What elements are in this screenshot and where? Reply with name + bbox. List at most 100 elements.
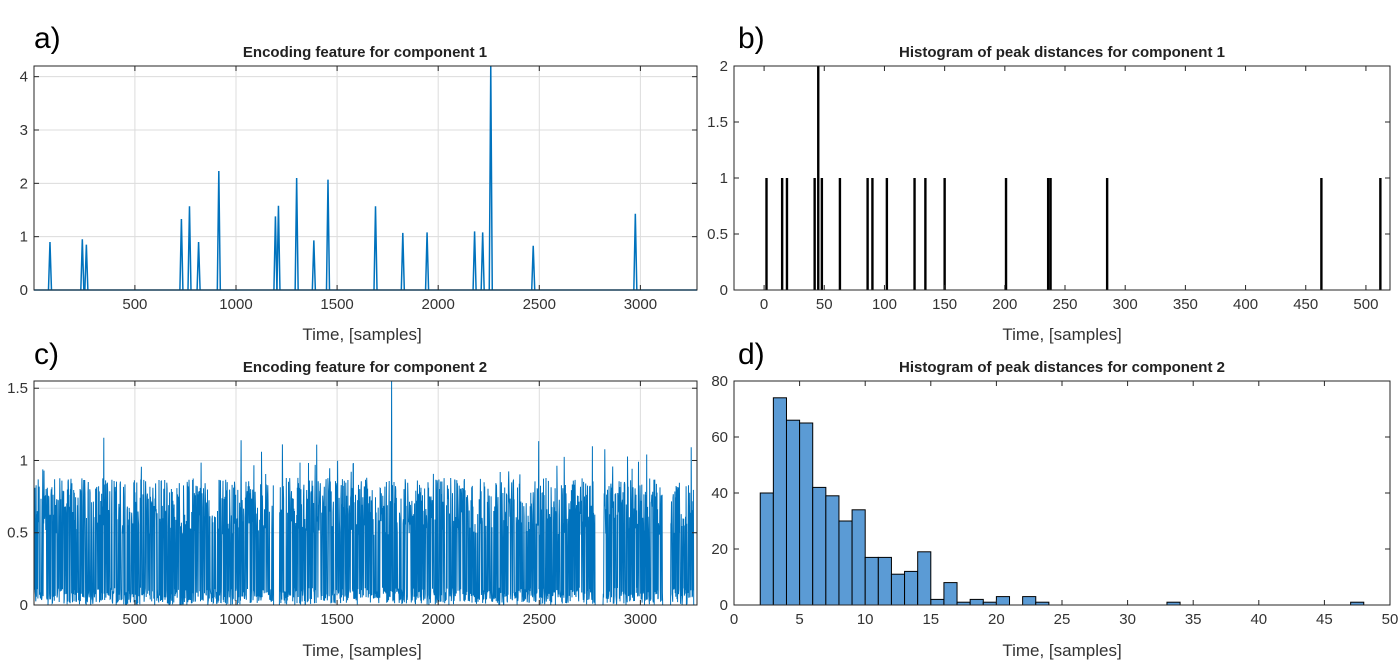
chart-d-bar bbox=[825, 495, 840, 606]
chart-a-spike bbox=[196, 241, 201, 291]
chart-c-xtick-label: 1000 bbox=[219, 611, 252, 628]
chart-b-xtick-label: 0 bbox=[760, 296, 768, 313]
chart-b-bar bbox=[885, 178, 889, 290]
chart-b-bar bbox=[838, 178, 842, 290]
chart-a-ytick-label: 4 bbox=[20, 69, 28, 86]
chart-d-xtick-label: 10 bbox=[857, 611, 874, 628]
chart-b-xtick-label: 50 bbox=[816, 296, 833, 313]
chart-b-bar bbox=[780, 178, 784, 290]
chart-d-xtick-label: 45 bbox=[1316, 611, 1333, 628]
chart-b-axes-box bbox=[733, 65, 1391, 291]
chart-b-xtick-label: 500 bbox=[1353, 296, 1378, 313]
chart-a-spike bbox=[294, 177, 299, 291]
chart-a-spike bbox=[424, 232, 430, 291]
chart-d-xtick-label: 35 bbox=[1185, 611, 1202, 628]
chart-b-title: Histogram of peak distances for componen… bbox=[899, 44, 1225, 61]
chart-b-xlabel: Time, [samples] bbox=[1002, 325, 1121, 344]
chart-b-bar bbox=[1049, 178, 1052, 290]
chart-c-ytick-label: 0.5 bbox=[7, 525, 28, 542]
chart-a-spike bbox=[400, 232, 406, 291]
chart-a-spike bbox=[472, 231, 477, 291]
chart-b-ytick-label: 0.5 bbox=[707, 226, 728, 243]
chart-d-bar bbox=[890, 573, 906, 606]
chart-c-ytick-label: 1.5 bbox=[7, 380, 28, 397]
chart-d-plot: 0 5 10 15 20 25 30 35 40 45 50 0 20 40 60 80 bbox=[711, 373, 1398, 628]
chart-d-ytick-label: 60 bbox=[711, 429, 728, 446]
chart-a-spike bbox=[373, 206, 378, 291]
chart-a-spike bbox=[480, 232, 485, 291]
chart-a-xtick-label: 1500 bbox=[320, 296, 353, 313]
chart-b-xtick-label: 250 bbox=[1052, 296, 1077, 313]
chart-b-bar bbox=[1046, 178, 1050, 290]
chart-d-bar bbox=[799, 422, 814, 606]
chart-d-bar bbox=[995, 596, 1011, 606]
chart-d-xtick-label: 5 bbox=[795, 611, 803, 628]
chart-d-xlabel: Time, [samples] bbox=[1002, 641, 1121, 660]
chart-d-xtick-label: 30 bbox=[1119, 611, 1136, 628]
panel-letter-d: d) bbox=[738, 338, 765, 371]
chart-a-xlabel: Time, [samples] bbox=[302, 325, 421, 344]
chart-d-bar bbox=[759, 492, 774, 606]
chart-d-ytick-label: 80 bbox=[711, 373, 728, 390]
chart-a-spike bbox=[216, 171, 222, 291]
chart-c-xtick-label: 2500 bbox=[523, 611, 556, 628]
chart-b-xtick-label: 450 bbox=[1293, 296, 1318, 313]
chart-d-title: Histogram of peak distances for componen… bbox=[899, 359, 1225, 376]
chart-a-spike bbox=[276, 205, 281, 291]
chart-d-bar bbox=[838, 520, 853, 606]
chart-b-bar bbox=[866, 178, 869, 290]
chart-d-ytick-label: 20 bbox=[711, 541, 728, 558]
chart-d-bar bbox=[969, 598, 984, 606]
chart-d-bar bbox=[772, 397, 787, 606]
chart-a-ytick-label: 0 bbox=[20, 282, 28, 299]
chart-b-ytick-label: 2 bbox=[720, 58, 728, 75]
chart-c-ytick-label: 0 bbox=[20, 597, 28, 614]
chart-a-spike bbox=[187, 206, 192, 291]
chart-a-xtick-label: 2000 bbox=[422, 296, 455, 313]
chart-a-spike bbox=[311, 240, 317, 291]
chart-a-spike bbox=[633, 213, 638, 291]
chart-a-spike bbox=[488, 65, 494, 291]
chart-d-ytick-label: 40 bbox=[711, 485, 728, 502]
panel-letter-a: a) bbox=[34, 22, 61, 55]
chart-a-axes-box bbox=[33, 65, 698, 291]
chart-a-xtick-label: 500 bbox=[122, 296, 147, 313]
chart-a-spike bbox=[273, 216, 278, 291]
chart-c-xtick-label: 3000 bbox=[624, 611, 657, 628]
chart-b-plot: 0 50 100 150 200 250 300 350 400 450 500 0 0.5 1 1.5 2 bbox=[707, 58, 1391, 313]
chart-d-xtick-label: 0 bbox=[730, 611, 738, 628]
chart-a-spike bbox=[80, 239, 85, 291]
chart-d-bar bbox=[930, 598, 945, 606]
chart-b-bar bbox=[785, 178, 789, 290]
chart-b-xtick-label: 150 bbox=[932, 296, 957, 313]
chart-c-plot: 500 1000 1500 2000 2500 3000 0 0.5 1 1.5 bbox=[7, 380, 698, 628]
chart-a-spike bbox=[84, 244, 89, 291]
chart-b-xtick-label: 350 bbox=[1173, 296, 1198, 313]
chart-a-ytick-label: 1 bbox=[20, 229, 28, 246]
chart-a-spike bbox=[47, 241, 53, 291]
chart-a-spike bbox=[325, 179, 331, 291]
chart-b-bar bbox=[817, 66, 820, 290]
chart-c-title: Encoding feature for component 2 bbox=[243, 359, 487, 376]
chart-b-bar bbox=[813, 178, 816, 290]
chart-c-series-line bbox=[33, 380, 697, 606]
chart-b-bar bbox=[1105, 178, 1109, 290]
chart-d-bar bbox=[904, 570, 919, 606]
chart-b-xtick-label: 400 bbox=[1233, 296, 1258, 313]
chart-b-bar bbox=[871, 178, 874, 290]
chart-c-xtick-label: 500 bbox=[122, 611, 147, 628]
chart-d-xtick-label: 40 bbox=[1250, 611, 1267, 628]
chart-d-bar bbox=[851, 509, 866, 606]
chart-d-bar bbox=[812, 486, 827, 606]
chart-b-ytick-label: 1 bbox=[720, 170, 728, 187]
chart-b-bar bbox=[913, 178, 916, 290]
chart-d-xtick-label: 15 bbox=[922, 611, 939, 628]
chart-d-bar bbox=[917, 551, 932, 606]
chart-b-xtick-label: 300 bbox=[1113, 296, 1138, 313]
chart-b-xtick-label: 100 bbox=[872, 296, 897, 313]
chart-b-bar bbox=[765, 178, 768, 290]
chart-d-bar bbox=[877, 556, 892, 606]
chart-b-ytick-label: 0 bbox=[720, 282, 728, 299]
chart-b-bar bbox=[1320, 178, 1323, 290]
